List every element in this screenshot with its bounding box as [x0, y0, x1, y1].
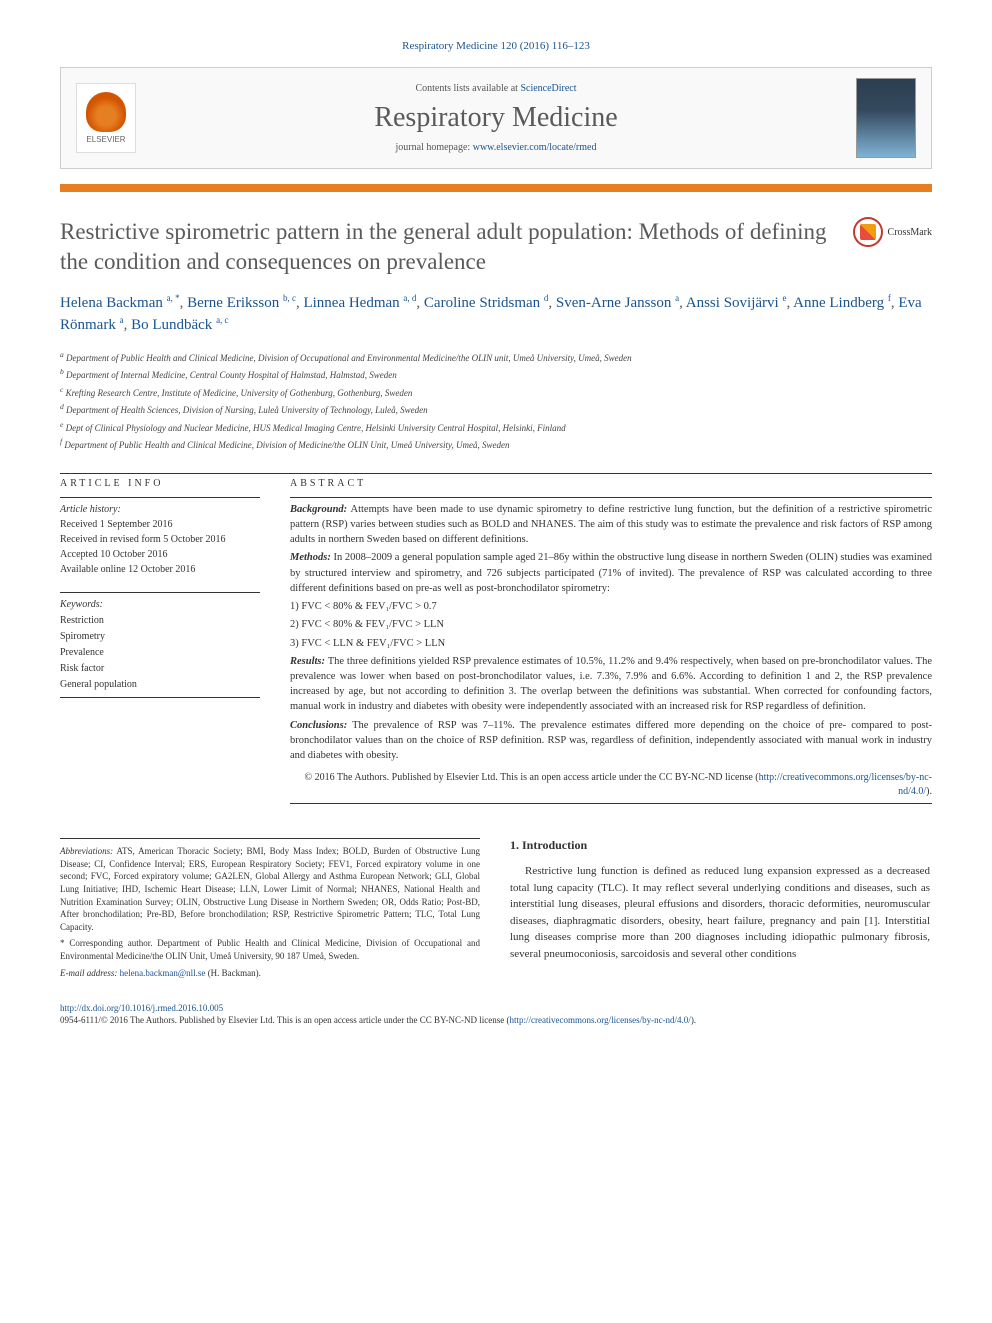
divider	[60, 473, 932, 474]
introduction-heading: 1. Introduction	[510, 838, 930, 853]
affiliation: e Dept of Clinical Physiology and Nuclea…	[60, 419, 932, 436]
license-link[interactable]: http://creativecommons.org/licenses/by-n…	[759, 772, 932, 797]
author[interactable]: Sven-Arne Jansson	[556, 295, 671, 311]
article-info-heading: ARTICLE INFO	[60, 478, 260, 489]
definition-1: 1) FVC < 80% & FEV₁/FVC > 0.7	[290, 599, 932, 614]
author[interactable]: Bo Lundbäck	[131, 317, 212, 333]
elsevier-logo[interactable]: ELSEVIER	[76, 83, 136, 153]
footer-license: 0954-6111/© 2016 The Authors. Published …	[60, 1015, 932, 1025]
email-link[interactable]: helena.backman@nll.se	[120, 968, 206, 978]
affiliation: d Department of Health Sciences, Divisio…	[60, 401, 932, 418]
affiliation: f Department of Public Health and Clinic…	[60, 436, 932, 453]
elsevier-tree-icon	[86, 92, 126, 132]
copyright-notice: © 2016 The Authors. Published by Elsevie…	[290, 771, 932, 799]
author[interactable]: Berne Eriksson	[187, 295, 279, 311]
keywords-block: Keywords: RestrictionSpirometryPrevalenc…	[60, 597, 260, 693]
author[interactable]: Anssi Sovijärvi	[686, 295, 779, 311]
keyword: Risk factor	[60, 661, 260, 677]
homepage-link[interactable]: www.elsevier.com/locate/rmed	[473, 142, 597, 153]
sciencedirect-link[interactable]: ScienceDirect	[520, 83, 576, 94]
journal-reference: Respiratory Medicine 120 (2016) 116–123	[60, 40, 932, 52]
definition-2: 2) FVC < 80% & FEV₁/FVC > LLN	[290, 617, 932, 632]
definition-3: 3) FVC < LLN & FEV₁/FVC > LLN	[290, 636, 932, 651]
affiliations: a Department of Public Health and Clinic…	[60, 349, 932, 453]
journal-name: Respiratory Medicine	[136, 102, 856, 134]
affiliation: b Department of Internal Medicine, Centr…	[60, 366, 932, 383]
journal-header: ELSEVIER Contents lists available at Sci…	[60, 67, 932, 169]
author[interactable]: Linnea Hedman	[303, 295, 399, 311]
homepage-line: journal homepage: www.elsevier.com/locat…	[136, 142, 856, 153]
abstract-heading: ABSTRACT	[290, 478, 932, 489]
publisher-name: ELSEVIER	[86, 135, 125, 144]
crossmark-icon	[853, 217, 883, 247]
journal-cover-thumbnail	[856, 78, 916, 158]
author[interactable]: Anne Lindberg	[793, 295, 884, 311]
affiliation: a Department of Public Health and Clinic…	[60, 349, 932, 366]
author-list: Helena Backman a, *, Berne Eriksson b, c…	[60, 292, 932, 337]
author[interactable]: Helena Backman	[60, 295, 163, 311]
abstract-body: Background: Attempts have been made to u…	[290, 502, 932, 800]
affiliation: c Krefting Research Centre, Institute of…	[60, 384, 932, 401]
keyword: Prevalence	[60, 645, 260, 661]
article-history: Article history: Received 1 September 20…	[60, 502, 260, 577]
keyword: General population	[60, 677, 260, 693]
footer-license-link[interactable]: http://creativecommons.org/licenses/by-n…	[510, 1015, 691, 1025]
accent-bar	[60, 184, 932, 192]
author[interactable]: Caroline Stridsman	[424, 295, 540, 311]
contents-available: Contents lists available at ScienceDirec…	[136, 83, 856, 94]
keyword: Spirometry	[60, 629, 260, 645]
doi-link[interactable]: http://dx.doi.org/10.1016/j.rmed.2016.10…	[60, 1003, 932, 1013]
article-title: Restrictive spirometric pattern in the g…	[60, 217, 833, 277]
crossmark-badge[interactable]: CrossMark	[853, 217, 932, 247]
footnotes: Abbreviations: ATS, American Thoracic So…	[60, 838, 480, 979]
keyword: Restriction	[60, 613, 260, 629]
introduction-text: Restrictive lung function is defined as …	[510, 863, 930, 962]
